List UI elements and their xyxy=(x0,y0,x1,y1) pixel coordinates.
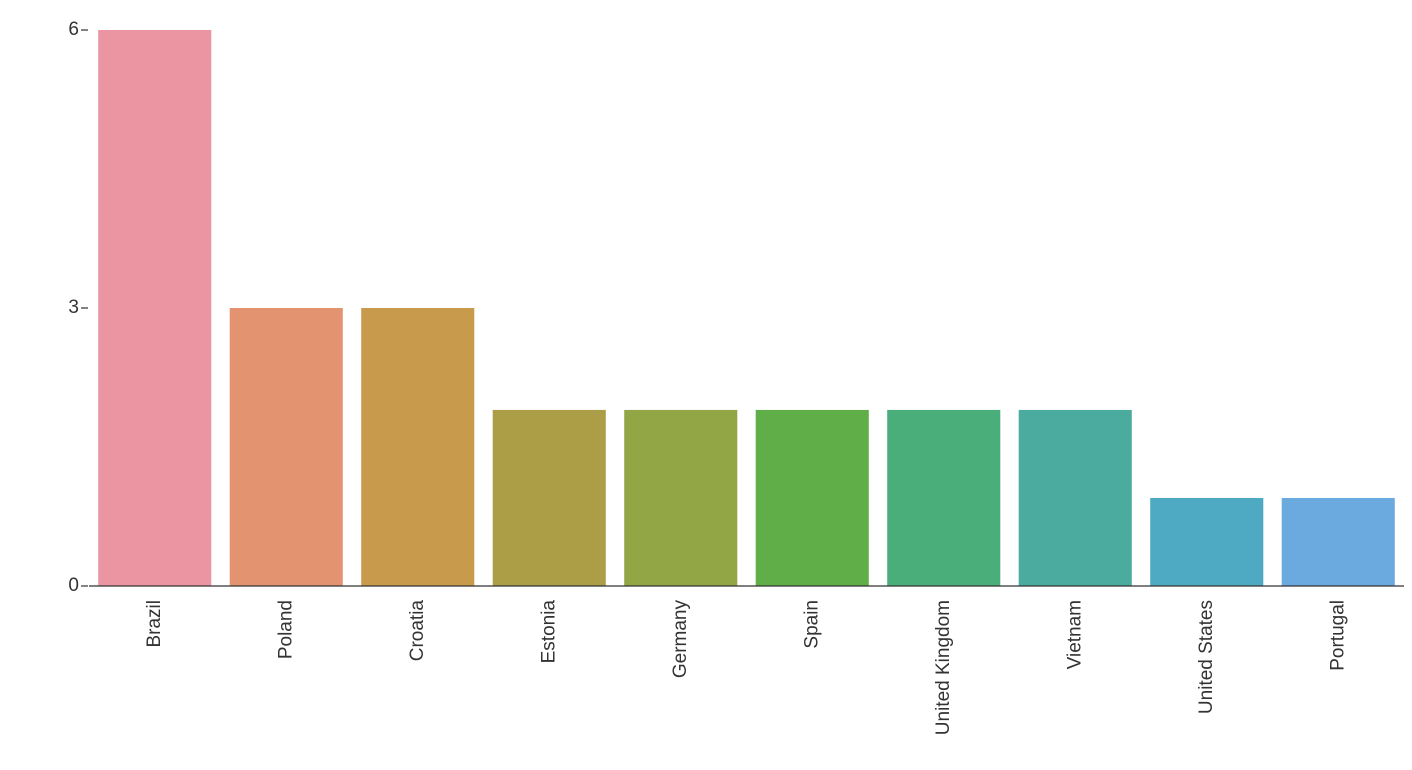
x-tick-label: Poland xyxy=(275,600,296,659)
y-tick-label: 3 xyxy=(68,297,79,318)
x-tick-label: Brazil xyxy=(144,600,165,648)
bar-portugal xyxy=(1281,497,1395,586)
bar-croatia xyxy=(361,308,475,586)
x-tick-label: Croatia xyxy=(407,600,428,662)
bar-poland xyxy=(229,308,343,586)
y-axis: 0 3 6 xyxy=(68,19,88,596)
x-tick-label: Estonia xyxy=(538,600,559,664)
y-tick-label: 0 xyxy=(68,575,79,596)
bar-germany xyxy=(624,409,738,586)
bar-estonia xyxy=(492,409,606,586)
x-tick-label: United Kingdom xyxy=(933,600,954,735)
x-axis-labels: Brazil Poland Croatia Estonia Germany Spain Un… xyxy=(144,600,1349,736)
y-tick-label: 6 xyxy=(68,19,79,40)
bar-vietnam xyxy=(1018,409,1132,586)
bar-spain xyxy=(755,409,869,586)
x-tick-label: Vietnam xyxy=(1064,600,1085,669)
bars xyxy=(98,30,1395,586)
bar-brazil xyxy=(98,30,212,586)
x-tick-label: Spain xyxy=(801,600,822,649)
bar-united-states xyxy=(1150,497,1264,586)
x-tick-label: Germany xyxy=(670,600,691,679)
bar-united-kingdom xyxy=(887,409,1001,586)
x-tick-label: Portugal xyxy=(1327,600,1348,671)
x-tick-label: United States xyxy=(1196,600,1217,714)
